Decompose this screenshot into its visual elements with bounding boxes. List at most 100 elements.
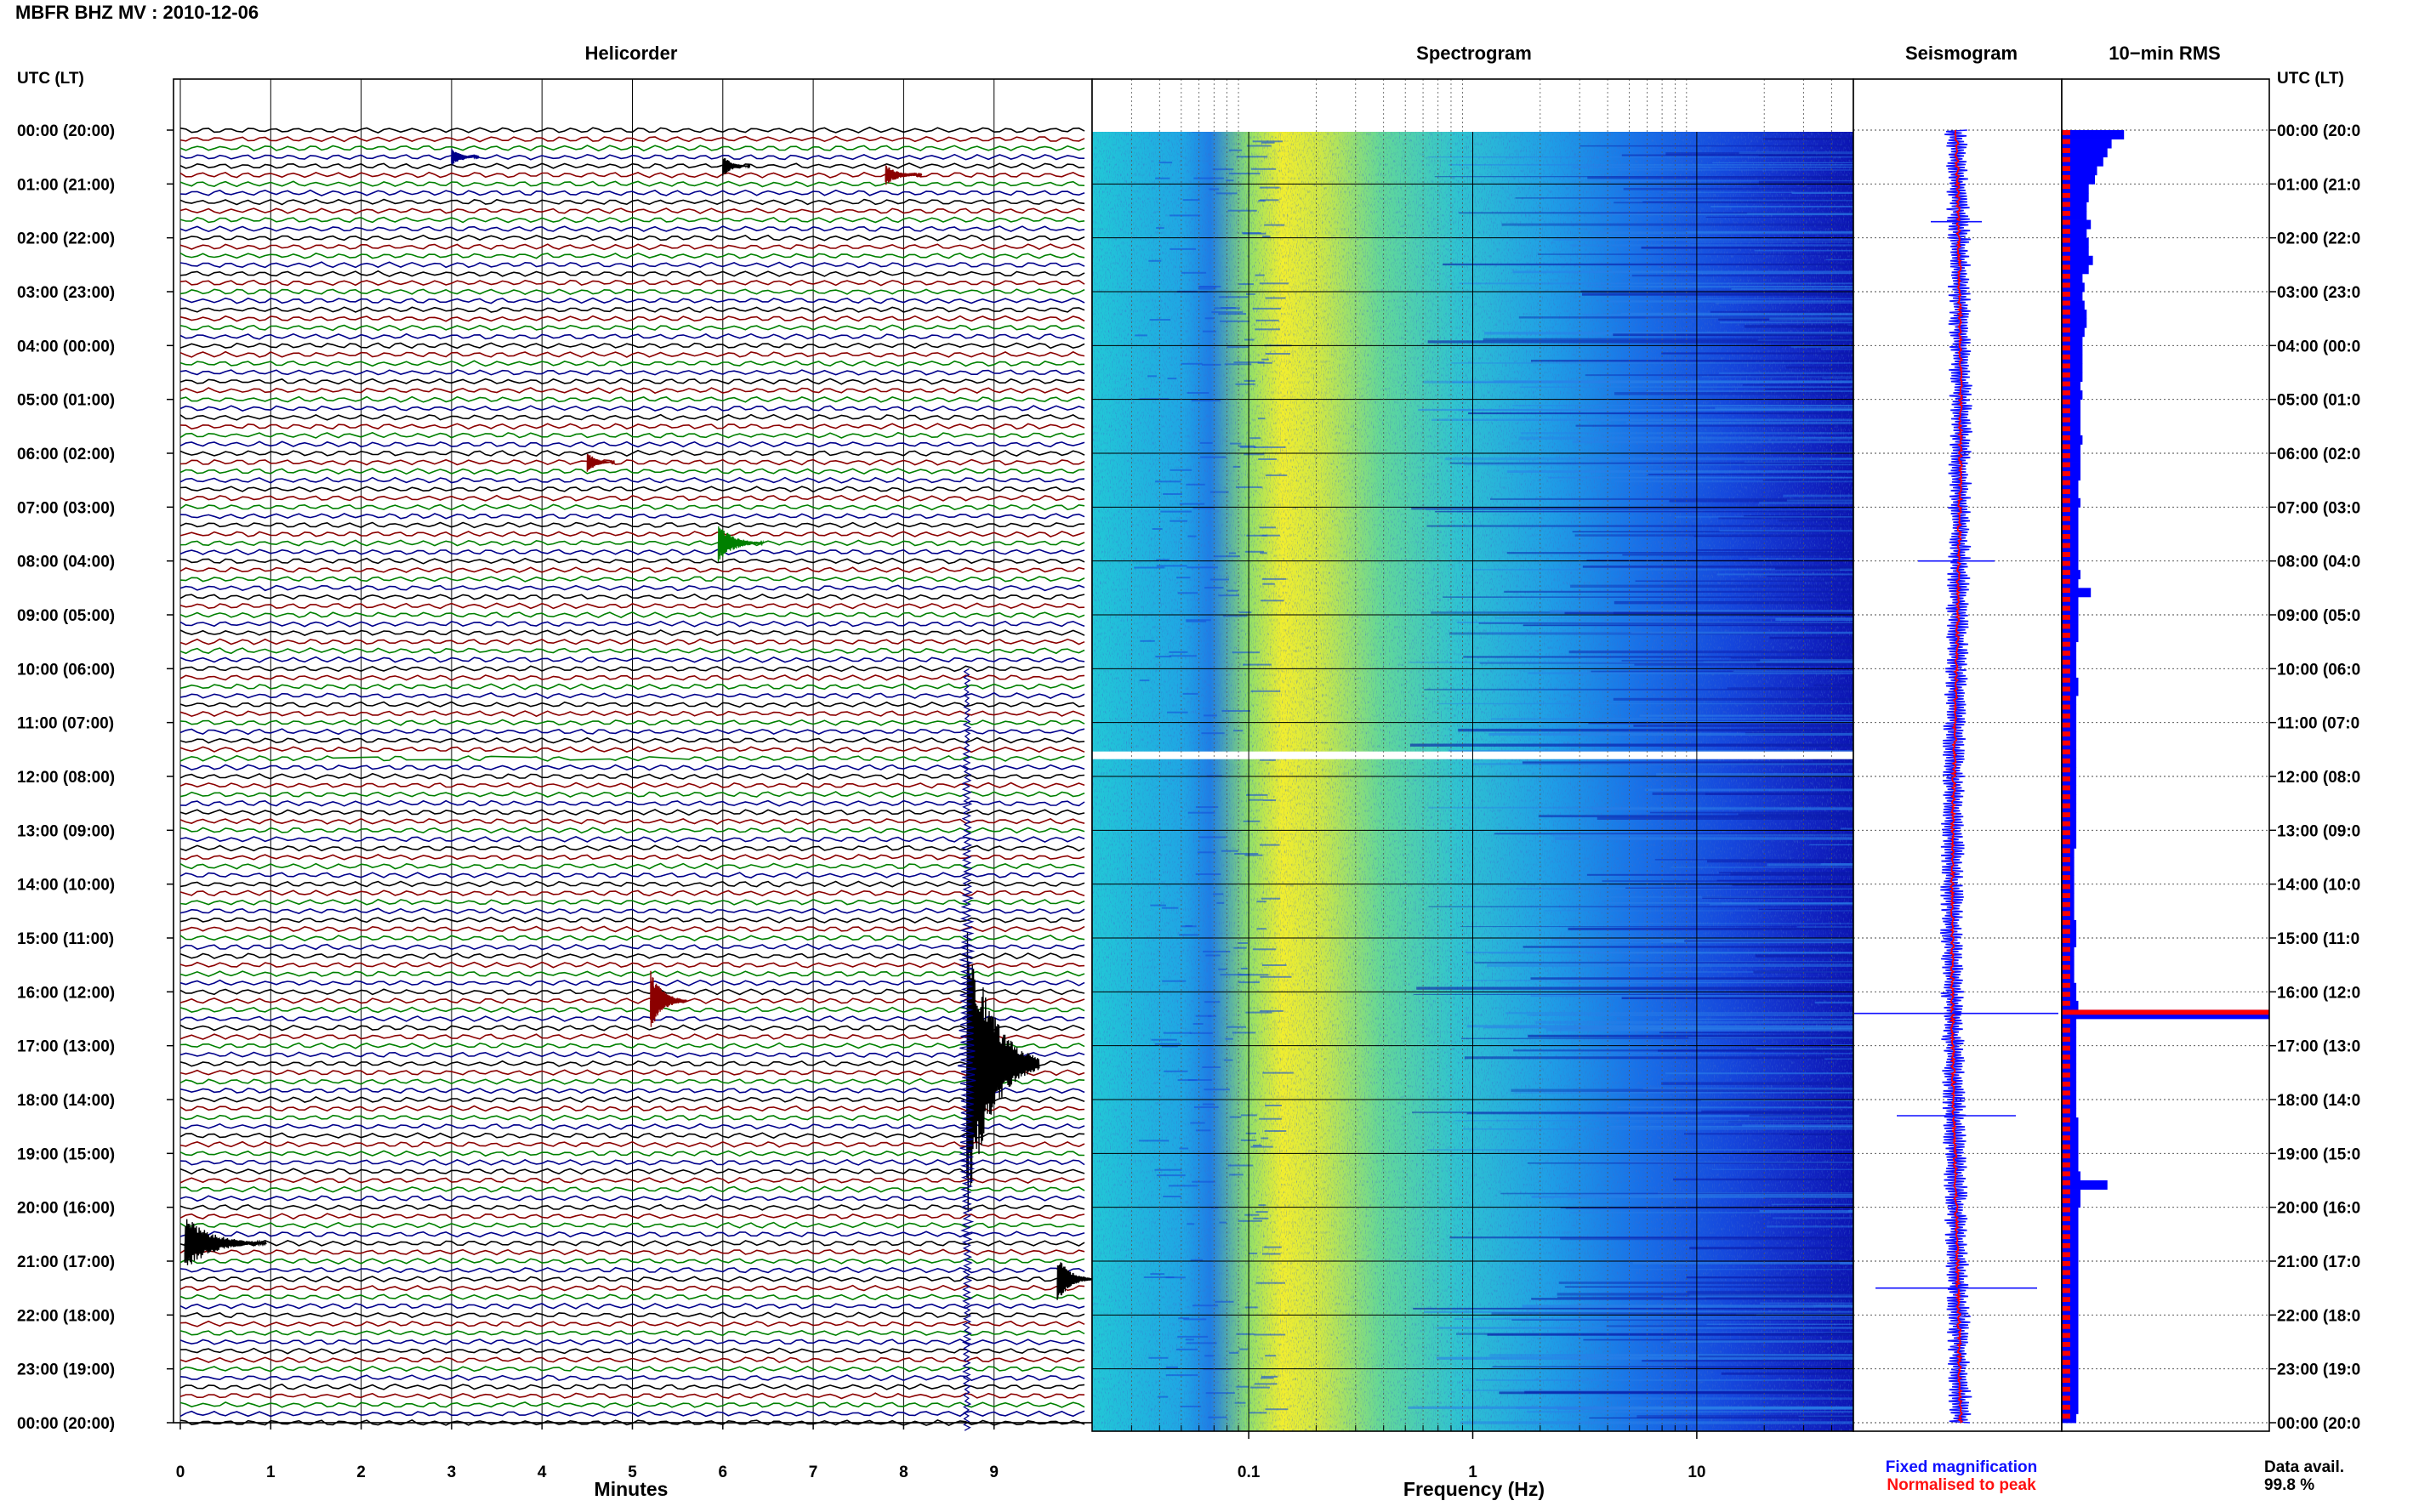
helicorder-trace-line — [179, 998, 1085, 1004]
rms-bar-normalised — [2062, 202, 2070, 207]
rms-bar-normalised — [2062, 974, 2070, 980]
rms-bar-normalised — [2062, 166, 2070, 172]
helicorder-trace-line — [179, 270, 1085, 277]
rms-bar-normalised — [2062, 641, 2070, 647]
helicorder-trace-line — [179, 135, 1085, 143]
rms-bar-normalised — [2062, 426, 2070, 432]
rms-bar-normalised — [2062, 219, 2070, 225]
rms-bar — [2062, 202, 2087, 212]
time-tick-right: 22:00 (18:0 — [2277, 1307, 2360, 1325]
rms-bar-normalised — [2062, 740, 2070, 746]
rms-bar-normalised — [2062, 1063, 2070, 1069]
spectrogram-xtick: 10 — [1688, 1464, 1705, 1481]
time-tick-right: 23:00 (19:0 — [2277, 1361, 2360, 1379]
time-tick-left: 09:00 (05:00) — [17, 607, 115, 625]
rms-bar-normalised — [2062, 1323, 2070, 1329]
rms-bar-normalised — [2062, 884, 2070, 890]
helicorder-trace-line — [179, 1077, 1085, 1085]
helicorder-xlabel: Minutes — [595, 1478, 669, 1500]
rms-bar — [2062, 255, 2093, 265]
time-tick-right: 02:00 (22:0 — [2277, 230, 2360, 248]
rms-bar-normalised — [2062, 354, 2070, 360]
helicorder-trace-line — [179, 207, 1085, 215]
rms-bar-normalised — [2062, 1000, 2070, 1006]
time-tick-right: 00:00 (20:0 — [2277, 122, 2360, 140]
helicorder-trace-line — [179, 531, 1085, 538]
helicorder-trace-line — [179, 243, 1085, 251]
seismogram-normalised-trace — [1949, 129, 1964, 1424]
helicorder-trace-line — [179, 486, 1085, 493]
rms-bar — [2062, 471, 2080, 481]
rms-bar-normalised — [2062, 174, 2070, 180]
rms-bar — [2062, 372, 2083, 382]
helicorder-trace-line — [179, 306, 1085, 314]
time-tick-right: 05:00 (01:0 — [2277, 392, 2360, 410]
rms-bar-normalised — [2062, 1090, 2070, 1096]
helicorder-trace-line — [179, 1095, 1085, 1103]
helicorder-trace-line — [179, 1311, 1085, 1319]
rms-bar-normalised — [2062, 1180, 2070, 1185]
rms-bar-normalised — [2062, 345, 2070, 351]
time-tick-right: 13:00 (09:0 — [2277, 822, 2360, 840]
time-tick-left: 16:00 (12:00) — [17, 984, 115, 1002]
rms-bar-normalised — [2062, 615, 2070, 620]
rms-bar — [2062, 292, 2083, 301]
rms-bar — [2062, 444, 2080, 454]
rms-bar-normalised — [2062, 758, 2070, 764]
helicorder-trace-line — [179, 728, 1085, 736]
helicorder-trace-line — [179, 413, 1085, 421]
helicorder-trace-line — [179, 494, 1085, 502]
helicorder-trace-line — [179, 647, 1085, 655]
time-tick-right: 20:00 (16:0 — [2277, 1200, 2360, 1218]
spectrogram-title: Spectrogram — [1416, 43, 1532, 64]
helicorder-trace-line — [179, 387, 1085, 395]
helicorder-trace-line — [179, 970, 1085, 978]
helicorder-trace-line — [179, 521, 1085, 529]
rms-bar-normalised — [2062, 1009, 2269, 1015]
helicorder-trace-line — [179, 656, 1085, 663]
helicorder-trace-line — [179, 1069, 1085, 1077]
rms-bar-normalised — [2062, 390, 2070, 395]
data-avail-label: Data avail. — [2264, 1458, 2344, 1476]
helicorder-trace-line — [179, 1150, 1085, 1157]
helicorder-trace-line — [179, 395, 1085, 403]
helicorder-trace-line — [179, 719, 1085, 726]
rms-bar — [2062, 570, 2080, 580]
rms-bar-normalised — [2062, 480, 2070, 486]
time-tick-right: 15:00 (11:0 — [2277, 930, 2359, 948]
rms-bar-normalised — [2062, 623, 2070, 629]
rms-bar — [2062, 166, 2097, 176]
rms-bar-normalised — [2062, 677, 2070, 683]
rms-bar-normalised — [2062, 1315, 2070, 1321]
helicorder-trace-line — [179, 1087, 1085, 1094]
rms-bar-normalised — [2062, 1386, 2070, 1392]
rms-title: 10−min RMS — [2109, 43, 2220, 64]
rms-bar — [2062, 588, 2092, 598]
rms-bar-normalised — [2062, 838, 2070, 844]
helicorder-trace-line — [179, 513, 1085, 520]
rms-bar-normalised — [2062, 911, 2070, 917]
rms-bar-normalised — [2062, 588, 2070, 594]
helicorder-trace-line — [179, 952, 1085, 960]
helicorder-trace-line — [179, 935, 1085, 942]
rms-bar-normalised — [2062, 1144, 2070, 1150]
helicorder-trace-line — [179, 1374, 1085, 1382]
time-tick-left: 05:00 (01:00) — [17, 392, 115, 410]
rms-bar-normalised — [2062, 812, 2070, 818]
rms-bar-normalised — [2062, 1305, 2070, 1311]
rms-bar-normalised — [2062, 552, 2070, 557]
helicorder-trace-line — [179, 872, 1085, 879]
legend-fixed-magnification: Fixed magnification — [1886, 1458, 2037, 1476]
rms-bar — [2062, 453, 2080, 463]
helicorder-trace-line — [179, 476, 1085, 484]
rms-bar — [2062, 399, 2080, 409]
helicorder-trace-line — [179, 1231, 1085, 1238]
spectrogram-xtick: 0.1 — [1238, 1464, 1261, 1481]
rms-bar — [2062, 363, 2083, 373]
rms-bar-normalised — [2062, 336, 2070, 342]
helicorder-trace-line — [179, 629, 1085, 637]
helicorder-trace-line — [179, 1356, 1085, 1363]
rms-bar-normalised — [2062, 992, 2070, 998]
helicorder-trace-line — [179, 1158, 1085, 1166]
helicorder-trace-line — [179, 1365, 1085, 1373]
